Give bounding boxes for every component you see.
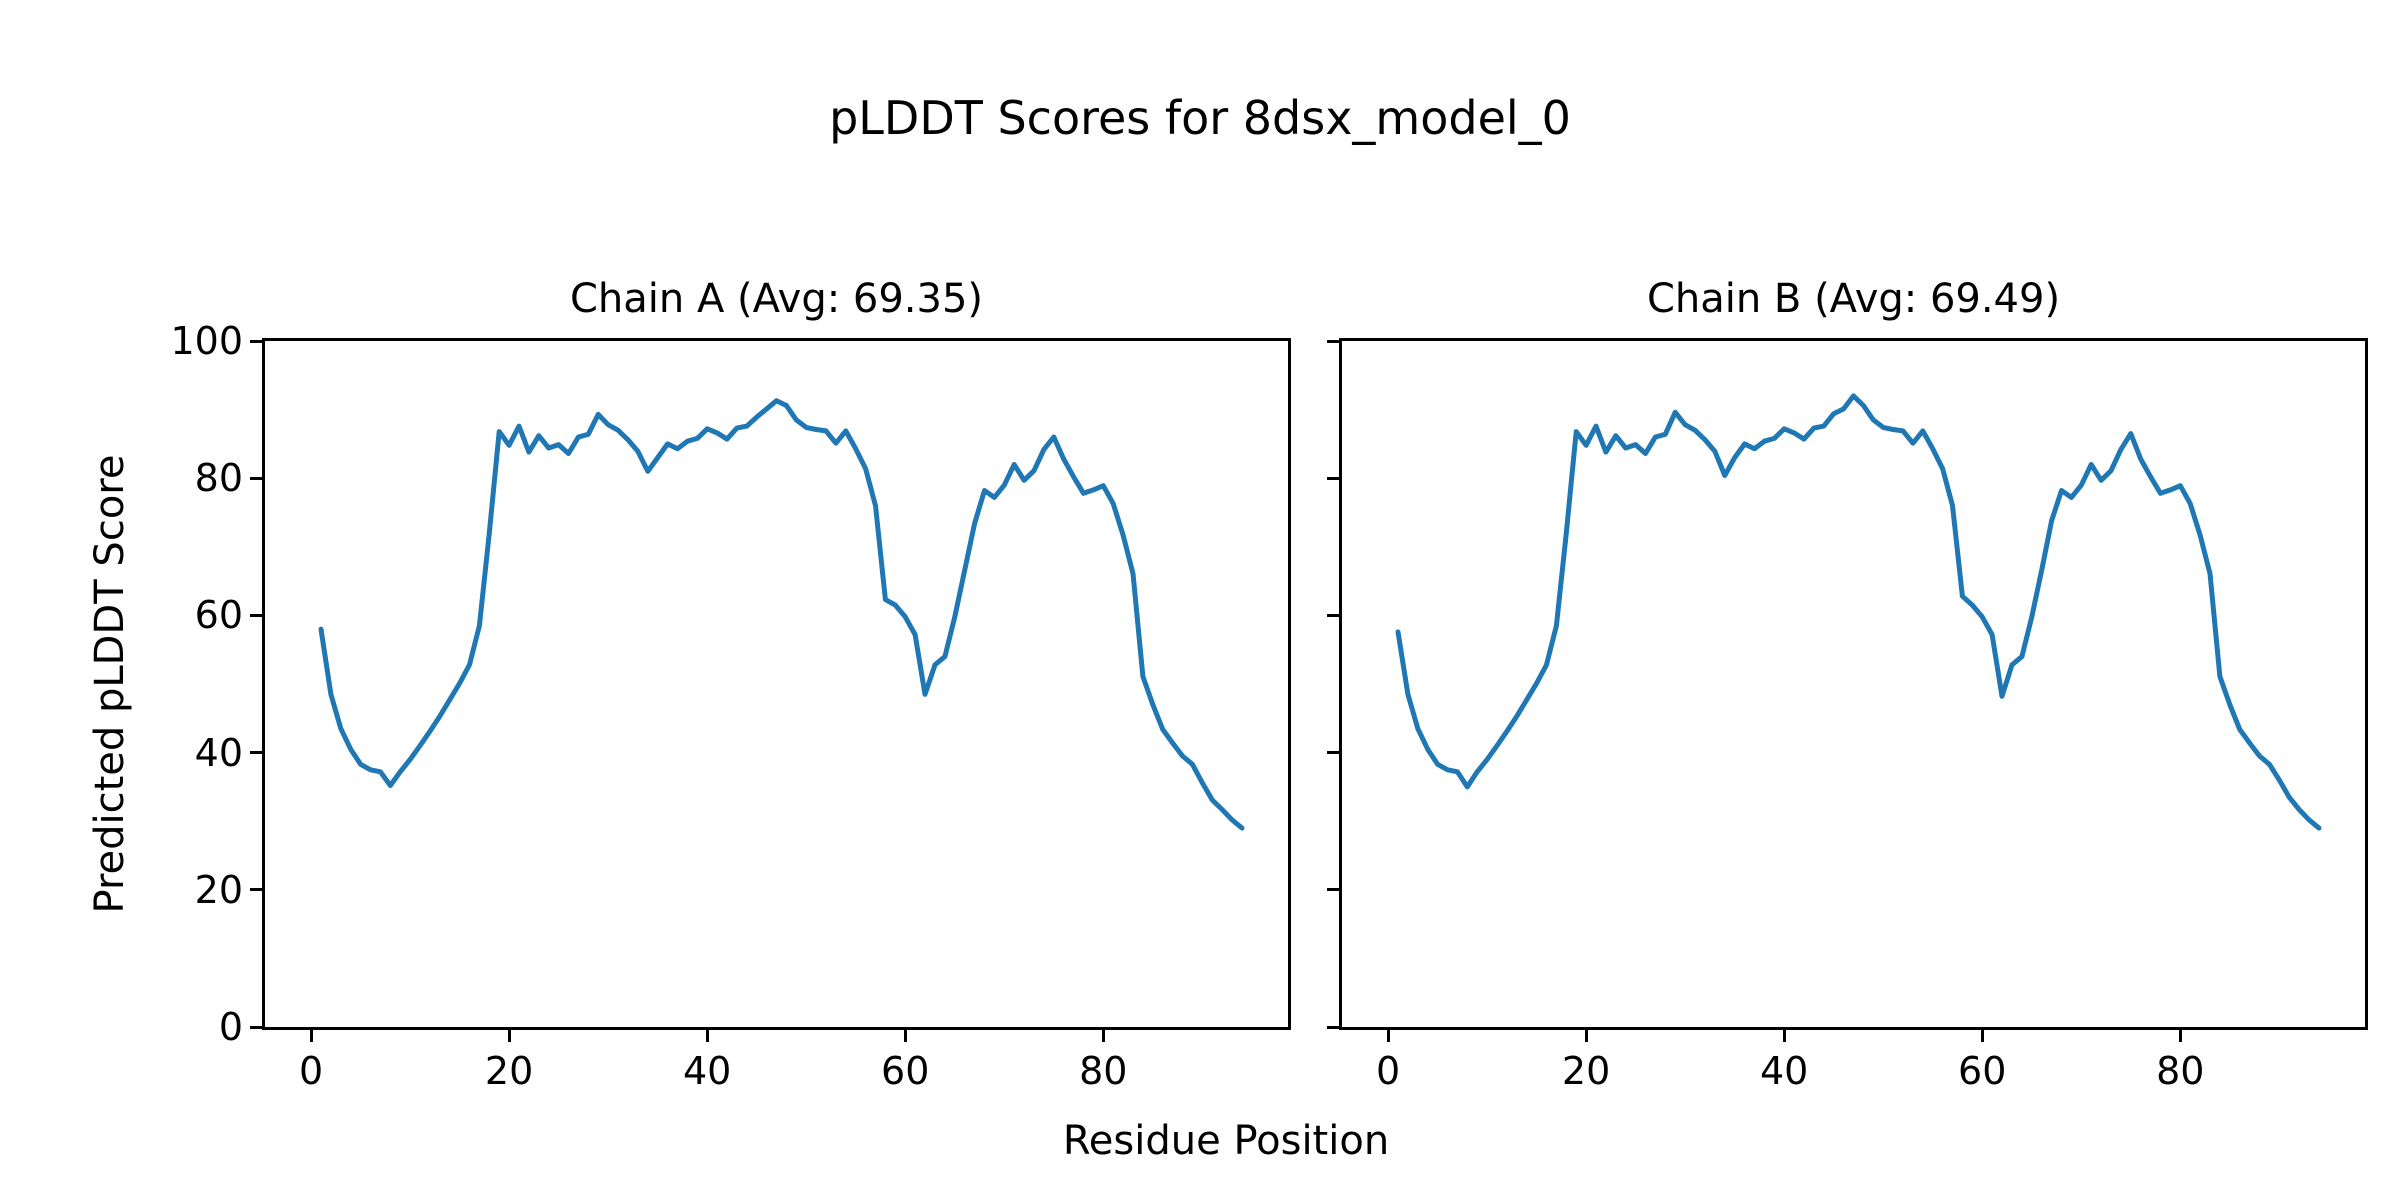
y-tick-mark: [1327, 339, 1339, 343]
y-tick-mark: [250, 751, 262, 755]
plot-area-chain-b: [1395, 393, 2322, 831]
x-tick-label: 40: [682, 1049, 732, 1093]
y-tick-mark: [250, 888, 262, 892]
y-tick-label: 100: [170, 319, 243, 363]
x-tick-label: 20: [1561, 1049, 1611, 1093]
plddt-line-chain-a: [318, 398, 1245, 831]
plddt-line-chain-b: [1395, 393, 2322, 831]
x-axis-label: Residue Position: [1062, 1118, 1390, 1164]
x-tick-label: 20: [484, 1049, 534, 1093]
figure-suptitle: pLDDT Scores for 8dsx_model_0: [829, 91, 1571, 145]
y-tick-label: 60: [194, 593, 243, 638]
x-tick-label: 80: [1079, 1049, 1128, 1093]
x-tick-label: 60: [1958, 1049, 2007, 1093]
x-tick-mark: [1782, 1030, 1786, 1042]
x-tick-label: 0: [298, 1049, 324, 1093]
x-tick-mark: [903, 1030, 907, 1042]
x-tick-mark: [1386, 1030, 1390, 1042]
x-tick-label: 60: [881, 1049, 930, 1093]
x-tick-mark: [1584, 1030, 1588, 1042]
subplot-title-chain-a: Chain A (Avg: 69.35): [569, 276, 984, 322]
y-tick-mark: [250, 339, 262, 343]
y-axis-label: Predicted pLDDT Score: [87, 454, 133, 914]
y-tick-label: 80: [194, 456, 243, 501]
y-tick-mark: [1327, 888, 1339, 892]
y-tick-label: 40: [194, 730, 243, 775]
x-tick-mark: [705, 1030, 709, 1042]
x-tick-label: 40: [1759, 1049, 1809, 1093]
axes-chain-a: [262, 338, 1291, 1030]
y-tick-mark: [250, 1025, 262, 1029]
y-tick-label: 20: [194, 867, 243, 912]
plot-area-chain-a: [318, 398, 1245, 831]
axes-chain-b: [1339, 338, 2368, 1030]
y-tick-mark: [1327, 476, 1339, 480]
y-tick-mark: [1327, 613, 1339, 617]
y-tick-mark: [250, 476, 262, 480]
x-tick-mark: [309, 1030, 313, 1042]
x-tick-mark: [1980, 1030, 1984, 1042]
y-tick-label: 0: [218, 1005, 243, 1049]
x-tick-mark: [1101, 1030, 1105, 1042]
x-tick-mark: [2178, 1030, 2182, 1042]
subplot-title-chain-b: Chain B (Avg: 69.49): [1646, 276, 2061, 322]
x-tick-label: 80: [2156, 1049, 2205, 1093]
x-tick-label: 0: [1375, 1049, 1401, 1093]
y-tick-mark: [250, 613, 262, 617]
y-tick-mark: [1327, 1025, 1339, 1029]
y-tick-mark: [1327, 751, 1339, 755]
x-tick-mark: [507, 1030, 511, 1042]
